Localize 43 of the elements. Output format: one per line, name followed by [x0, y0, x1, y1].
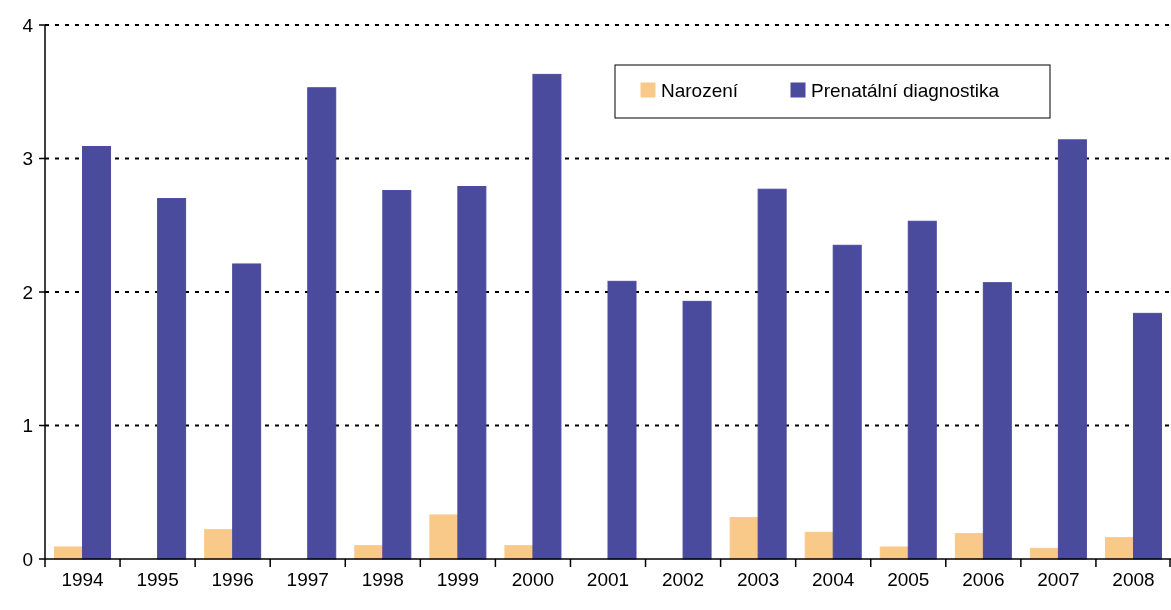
bar: [532, 73, 562, 560]
x-tick-label: 1997: [286, 569, 329, 590]
bar: [907, 220, 937, 560]
x-tick-label: 2000: [511, 569, 555, 590]
x-tick-label: 2002: [661, 569, 705, 590]
y-tick-label: 1: [22, 415, 33, 437]
bar: [832, 244, 862, 560]
bar: [607, 280, 637, 560]
bar: [157, 198, 187, 560]
bar: [204, 529, 234, 560]
bar: [82, 145, 112, 560]
y-tick-label: 0: [22, 548, 33, 570]
y-tick-label: 2: [22, 281, 33, 303]
x-tick-label: 1995: [136, 569, 179, 590]
legend-label: Prenatální diagnostika: [811, 79, 1000, 101]
legend-label: Narození: [661, 79, 739, 101]
x-tick-label: 2007: [1037, 569, 1080, 590]
x-tick-label: 2005: [887, 569, 930, 590]
x-tick-label: 2008: [1112, 569, 1155, 590]
bar: [1057, 139, 1087, 560]
y-tick-label: 4: [22, 14, 34, 36]
bar: [457, 186, 487, 560]
x-tick-label: 1998: [361, 569, 404, 590]
y-tick-label: 3: [22, 148, 33, 170]
bar: [429, 514, 459, 560]
x-tick-label: 2001: [586, 569, 630, 590]
x-tick-label: 1996: [211, 569, 254, 590]
bar: [1104, 537, 1134, 560]
x-tick-label: 1999: [436, 569, 480, 590]
bar: [804, 531, 834, 560]
bar: [757, 188, 787, 560]
bar: [954, 533, 984, 560]
bar: [232, 263, 262, 560]
x-tick-label: 2006: [962, 569, 1005, 590]
bar: [382, 190, 412, 560]
bar: [729, 517, 759, 560]
bar: [1132, 312, 1162, 560]
x-tick-label: 1994: [61, 569, 105, 590]
bar: [682, 300, 712, 560]
bar: [982, 282, 1012, 560]
x-tick-label: 2003: [736, 569, 780, 590]
x-tick-label: 2004: [812, 569, 855, 590]
bar: [307, 87, 337, 560]
